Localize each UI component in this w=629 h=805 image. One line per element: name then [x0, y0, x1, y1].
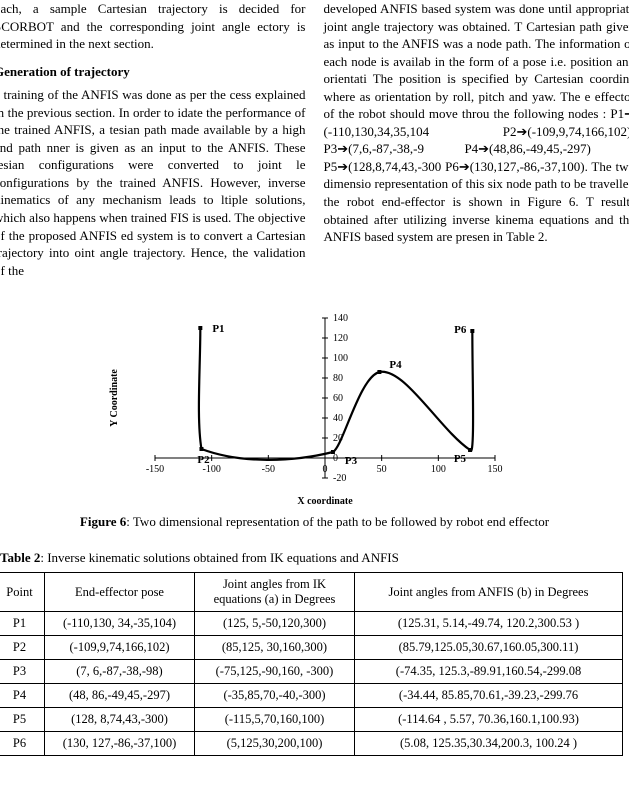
table-cell: (-109,9,74,166,102) [45, 636, 195, 660]
svg-text:P6: P6 [454, 324, 467, 336]
table-cell: (5.08, 125.35,30.34,200.3, 100.24 ) [355, 732, 623, 756]
table-cell: (-110,130, 34,-35,104) [45, 612, 195, 636]
body-left: e training of the ANFIS was done as per … [0, 86, 306, 279]
table-cell: (85.79,125.05,30.67,160.05,300.11) [355, 636, 623, 660]
svg-text:-20: -20 [333, 473, 346, 484]
table-row: P1(-110,130, 34,-35,104)(125, 5,-50,120,… [0, 612, 623, 636]
table-cell: P5 [0, 708, 45, 732]
table-cell: P2 [0, 636, 45, 660]
table-cell: (130, 127,-86,-37,100) [45, 732, 195, 756]
table-header: End-effector pose [45, 573, 195, 612]
table-cell: P6 [0, 732, 45, 756]
table-header: Joint angles from IK equations (a) in De… [195, 573, 355, 612]
table-cell: (5,125,30,200,100) [195, 732, 355, 756]
table-cell: (48, 86,-49,45,-297) [45, 684, 195, 708]
table-row: P6(130, 127,-86,-37,100)(5,125,30,200,10… [0, 732, 623, 756]
svg-text:Y Coordinate: Y Coordinate [109, 369, 120, 427]
svg-text:100: 100 [430, 464, 445, 475]
svg-text:P3: P3 [344, 455, 357, 467]
table-row: P4(48, 86,-49,45,-297)(-35,85,70,-40,-30… [0, 684, 623, 708]
table-cell: P3 [0, 660, 45, 684]
table-row: P2(-109,9,74,166,102)(85,125, 30,160,300… [0, 636, 623, 660]
table-cell: (-74.35, 125.3,-89.91,160.54,-299.08 [355, 660, 623, 684]
svg-text:40: 40 [333, 413, 343, 424]
svg-text:0: 0 [333, 453, 338, 464]
table-header: Point [0, 573, 45, 612]
table-cell: (125, 5,-50,120,300) [195, 612, 355, 636]
svg-text:120: 120 [333, 333, 348, 344]
table-cell: (85,125, 30,160,300) [195, 636, 355, 660]
svg-text:-50: -50 [261, 464, 274, 475]
intro-text: oach, a sample Cartesian trajectory is d… [0, 0, 306, 53]
svg-text:140: 140 [333, 313, 348, 324]
figure-caption: Figure 6: Two dimensional representation… [80, 514, 549, 530]
svg-text:150: 150 [487, 464, 502, 475]
svg-text:100: 100 [333, 353, 348, 364]
svg-text:80: 80 [333, 373, 343, 384]
table-cell: (125.31, 5.14,-49.74, 120.2,300.53 ) [355, 612, 623, 636]
section-heading: Generation of trajectory [0, 63, 306, 81]
table-cell: (-34.44, 85.85,70.61,-39.23,-299.76 [355, 684, 623, 708]
svg-text:P1: P1 [212, 323, 224, 335]
body-right: developed ANFIS based system was done un… [324, 0, 629, 246]
ik-table: PointEnd-effector poseJoint angles from … [0, 572, 623, 756]
svg-text:P5: P5 [453, 453, 466, 465]
table-cell: (-75,125,-90,160, -300) [195, 660, 355, 684]
table-cell: (-115,5,70,160,100) [195, 708, 355, 732]
table-cell: (-35,85,70,-40,-300) [195, 684, 355, 708]
svg-text:50: 50 [376, 464, 386, 475]
svg-text:P2: P2 [197, 454, 210, 466]
table-cell: P1 [0, 612, 45, 636]
table-cell: P4 [0, 684, 45, 708]
table-cell: (7, 6,-87,-38,-98) [45, 660, 195, 684]
table-row: P5(128, 8,74,43,-300)(-115,5,70,160,100)… [0, 708, 623, 732]
svg-text:0: 0 [322, 464, 327, 475]
trajectory-chart: -150-100-50050100150-2002040608010012014… [95, 308, 535, 508]
table-cell: (128, 8,74,43,-300) [45, 708, 195, 732]
table-header: Joint angles from ANFIS (b) in Degrees [355, 573, 623, 612]
svg-text:P4: P4 [389, 359, 402, 371]
svg-text:60: 60 [333, 393, 343, 404]
svg-text:X coordinate: X coordinate [297, 496, 353, 507]
table-cell: (-114.64 , 5.57, 70.36,160.1,100.93) [355, 708, 623, 732]
table-row: P3(7, 6,-87,-38,-98)(-75,125,-90,160, -3… [0, 660, 623, 684]
table-caption: Table 2: Inverse kinematic solutions obt… [0, 550, 629, 566]
svg-text:-150: -150 [145, 464, 163, 475]
